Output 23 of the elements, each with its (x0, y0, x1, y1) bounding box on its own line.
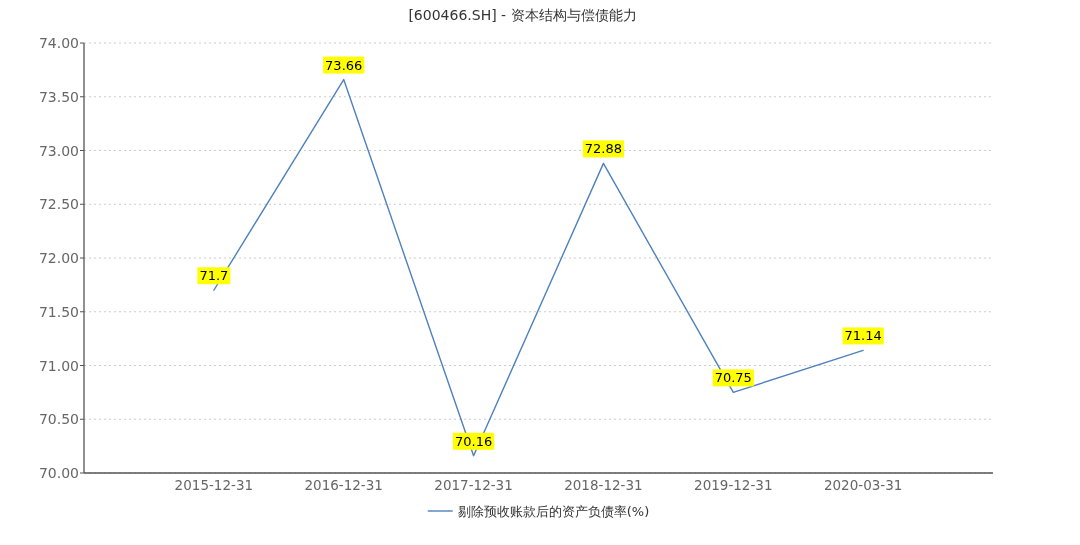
y-tick-label: 71.50 (38, 303, 79, 320)
x-tick-label: 2018-12-31 (564, 477, 643, 493)
y-tick-label: 73.50 (38, 88, 79, 105)
y-tick-label: 72.50 (38, 196, 79, 213)
x-tick-label: 2017-12-31 (434, 477, 513, 493)
data-label: 71.14 (844, 328, 882, 344)
data-label: 71.7 (199, 268, 229, 284)
x-tick-label: 2016-12-31 (304, 477, 383, 493)
y-tick-label: 72.00 (38, 250, 79, 266)
y-tick-label: 73.00 (38, 142, 79, 159)
data-label: 72.88 (584, 141, 623, 157)
y-tick-label: 74.00 (38, 35, 79, 51)
data-label: 73.66 (325, 57, 363, 73)
x-tick-label: 2019-12-31 (694, 477, 773, 493)
legend-label: 剔除预收账款后的资产负债率(%) (457, 504, 650, 519)
data-label: 70.16 (454, 433, 493, 449)
y-tick-label: 70.00 (38, 465, 79, 481)
x-tick-label: 2015-12-31 (174, 477, 254, 493)
y-tick-label: 70.50 (38, 411, 79, 428)
y-tick-label: 71.00 (38, 357, 79, 374)
x-tick-label: 2020-03-31 (823, 477, 903, 493)
chart-title: [600466.SH] - 资本结构与偿债能力 (408, 7, 637, 23)
data-label: 70.75 (714, 370, 752, 386)
